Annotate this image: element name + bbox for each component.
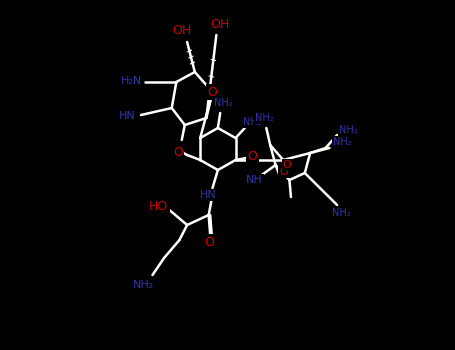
Text: O: O	[207, 85, 217, 98]
Text: HO: HO	[149, 201, 168, 214]
Text: HN: HN	[119, 111, 136, 121]
Text: NH: NH	[246, 175, 263, 185]
Text: OH: OH	[172, 23, 192, 36]
Text: NH₂: NH₂	[243, 117, 262, 127]
Text: O: O	[173, 147, 183, 160]
Text: NH₂: NH₂	[214, 98, 233, 108]
Text: HN: HN	[200, 190, 217, 200]
Text: OH: OH	[211, 18, 230, 30]
Text: NH₂: NH₂	[255, 113, 273, 123]
Text: NH₂: NH₂	[333, 137, 352, 147]
Text: O: O	[279, 167, 288, 177]
Text: NH₂: NH₂	[332, 208, 350, 218]
Text: NH₂: NH₂	[339, 125, 358, 135]
Text: O: O	[204, 236, 214, 248]
Text: O: O	[248, 149, 258, 162]
Text: O: O	[283, 160, 292, 170]
Text: H₂N: H₂N	[121, 76, 142, 86]
Text: NH₂: NH₂	[133, 280, 154, 290]
